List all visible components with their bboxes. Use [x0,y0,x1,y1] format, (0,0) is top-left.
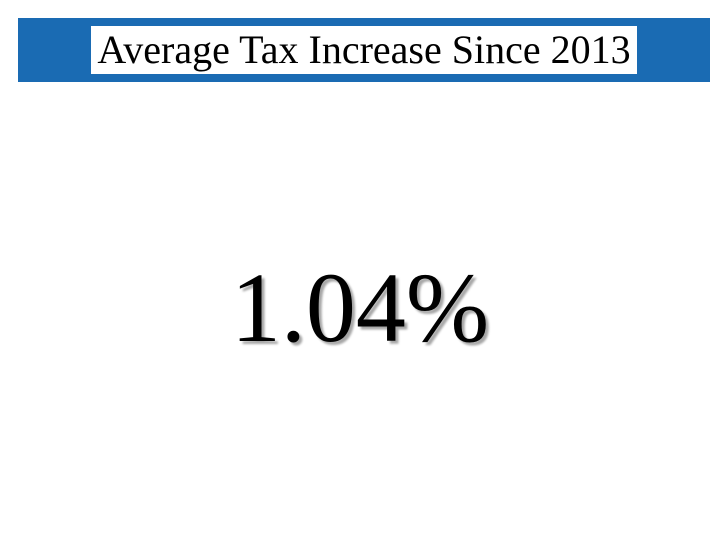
title-bar: Average Tax Increase Since 2013 [18,18,710,82]
slide-title: Average Tax Increase Since 2013 [91,26,636,74]
slide-value: 1.04% [231,250,489,365]
value-container: 1.04% [0,250,720,365]
